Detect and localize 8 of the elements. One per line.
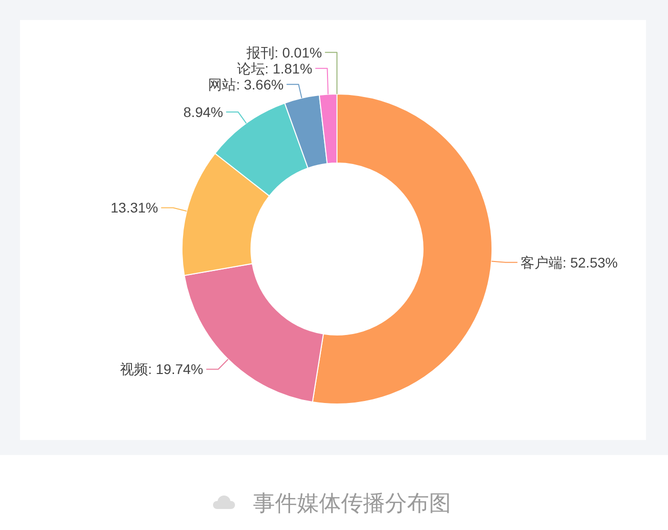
slice-label: 论坛: 1.81% bbox=[236, 60, 312, 76]
slice-label: 客户端: 52.53% bbox=[520, 254, 618, 270]
data-label: 8.94% bbox=[183, 104, 224, 120]
text: 事件媒体传播分布图 bbox=[253, 490, 451, 516]
slice-label: 网站: 3.66% bbox=[208, 76, 284, 92]
data-label: 13.31% bbox=[110, 200, 158, 216]
slice-label: 报刊: 0.01% bbox=[245, 44, 322, 60]
slice-label: 视频: 19.74% bbox=[120, 361, 204, 378]
